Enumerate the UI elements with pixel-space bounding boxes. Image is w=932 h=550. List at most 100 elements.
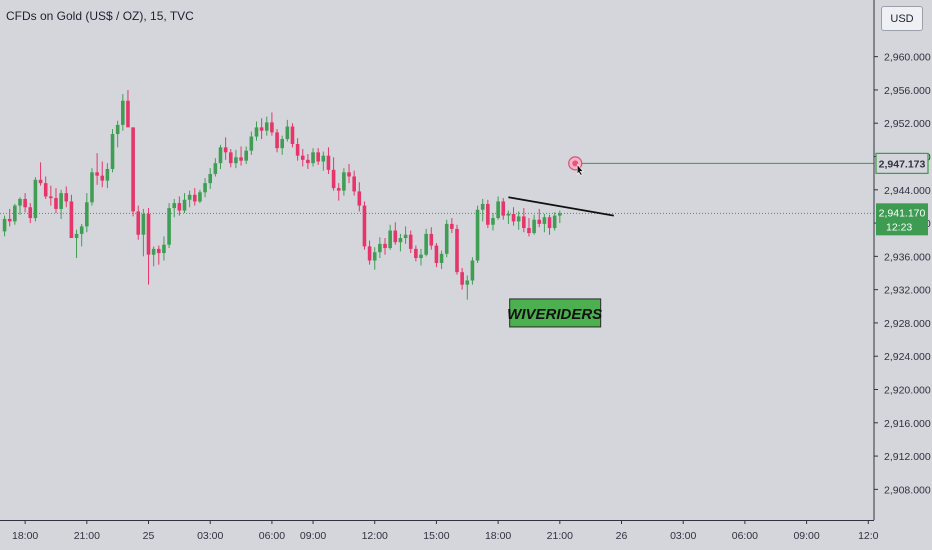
x-tick-label: 25 [143, 530, 155, 542]
cursor-icon [576, 163, 584, 176]
candle-body [136, 211, 141, 235]
trendline[interactable] [508, 196, 614, 217]
price-axis-panel[interactable] [874, 0, 932, 550]
candle-body [475, 209, 480, 261]
candle-body [419, 254, 423, 259]
candle-body [393, 230, 398, 243]
candle-body [18, 198, 22, 206]
candle-body [367, 246, 372, 261]
overlays: WIVERIDERS [0, 156, 874, 328]
x-tick-label: 12:00 [362, 530, 388, 542]
candle-body [398, 238, 403, 243]
watermark-label: WIVERIDERS [507, 298, 602, 328]
candle-body [198, 192, 202, 202]
candle-body [424, 233, 428, 255]
watermark-box [509, 298, 602, 328]
alert-price-label[interactable]: 2,947.173 [875, 152, 929, 174]
candle-body [362, 205, 367, 247]
y-tick-label: 2,908.000 [884, 484, 931, 496]
candle-body [54, 198, 58, 209]
candle-body [414, 248, 418, 259]
candle-body [90, 172, 94, 203]
candle-body [552, 215, 557, 229]
y-tick-label: 2,928.000 [884, 318, 931, 330]
candle-body [470, 260, 475, 281]
candle-body [177, 203, 182, 211]
candle-body [64, 193, 69, 202]
candle-body [532, 219, 536, 234]
candle-body [326, 155, 331, 170]
candle-body [254, 127, 259, 137]
candle-body [434, 245, 439, 264]
candle-body [249, 136, 254, 151]
currency-button[interactable]: USD [881, 6, 923, 31]
candle-body [408, 234, 413, 249]
candle-body [49, 196, 53, 199]
candle-body [146, 213, 151, 255]
candle-body [388, 230, 392, 249]
y-tick-label: 2,936.000 [884, 251, 931, 263]
x-tick-label: 21:00 [74, 530, 100, 542]
candle-body [542, 217, 547, 224]
x-tick-label: 26 [616, 530, 628, 542]
current-price-text: 2,941.170 [879, 207, 926, 219]
candle-body [547, 217, 552, 229]
alert-marker-dot [572, 160, 579, 167]
candle-body [501, 201, 506, 216]
candle-body [336, 188, 341, 191]
candle-body [516, 216, 521, 222]
current-price-label: 2,941.170 12:23 [876, 203, 928, 236]
candle-body [558, 213, 562, 216]
candle-body [290, 126, 295, 145]
candle-body [33, 179, 38, 219]
candle-body [450, 223, 454, 229]
candle-body [100, 175, 105, 181]
candle-body [13, 205, 17, 222]
y-tick-label: 2,952.000 [884, 118, 931, 130]
x-tick-label: 18:00 [12, 530, 38, 542]
candle-body [264, 122, 269, 131]
candle-body [28, 207, 33, 219]
y-tick-label: 2,920.000 [884, 385, 931, 397]
candle-body [527, 228, 531, 234]
time-axis: 18:00 21:00 25 03:00 06:00 09:00 12:00 15:00 18:… [12, 520, 879, 542]
candle-body [218, 147, 223, 164]
candle-body [342, 172, 346, 191]
x-tick-label: 09:00 [300, 530, 326, 542]
candle-body [496, 201, 500, 219]
candle-body [187, 194, 192, 200]
candle-body [208, 173, 213, 184]
candle-body [69, 201, 74, 239]
candle-body [115, 124, 120, 135]
candle-body [110, 134, 115, 169]
candle-body [223, 147, 228, 153]
candle-body [280, 139, 284, 149]
candle-body [331, 169, 336, 189]
alert-price-text: 2,947.173 [879, 158, 926, 170]
time-axis-panel[interactable] [0, 521, 932, 550]
x-tick-label: 18:00 [485, 530, 511, 542]
candle-body [192, 194, 197, 202]
candle-body [59, 193, 63, 209]
candle-body [259, 127, 264, 131]
candle-body [126, 100, 130, 128]
candle-body [228, 152, 233, 164]
candle-body [347, 172, 351, 177]
candle-body [79, 226, 84, 234]
candle-body [403, 234, 408, 239]
candle-body [141, 213, 146, 235]
candle-body [234, 157, 238, 164]
candle-body [7, 218, 12, 222]
candle-body [429, 233, 434, 246]
candle-body [491, 218, 495, 225]
candle-body [95, 172, 99, 176]
candle-body [455, 228, 459, 273]
x-tick-label: 03:00 [197, 530, 223, 542]
candle-body [121, 100, 125, 125]
candle-body [372, 252, 377, 261]
candle-body [167, 208, 171, 245]
candles [2, 89, 562, 300]
price-labels: 2,947.173 2,941.170 12:23 [875, 152, 929, 236]
